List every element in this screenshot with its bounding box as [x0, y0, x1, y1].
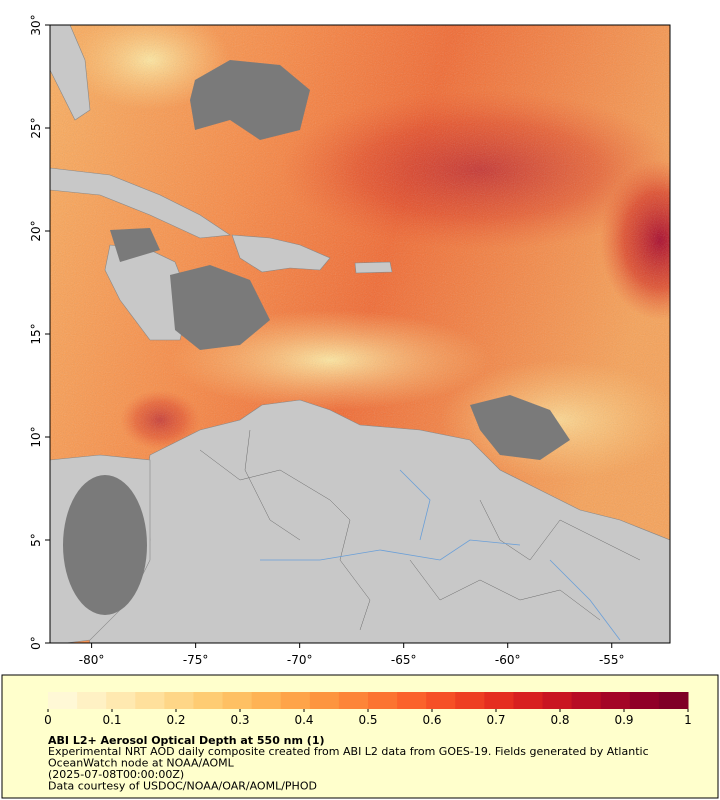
colorbar-tick-label: 0.4: [294, 713, 313, 727]
caption-line: Experimental NRT AOD daily composite cre…: [48, 745, 649, 758]
colorbar-swatch: [455, 692, 485, 709]
colorbar-swatch: [397, 692, 427, 709]
colorbar-tick-label: 0.2: [166, 713, 185, 727]
x-tick-label: -60°: [495, 653, 521, 667]
caption-line: Data courtesy of USDOC/NOAA/OAR/AOML/PHO…: [48, 780, 317, 793]
colorbar-tick-label: 0.6: [422, 713, 441, 727]
colorbar-swatch: [513, 692, 544, 709]
x-tick-label: -70°: [287, 653, 313, 667]
colorbar-swatch: [48, 692, 78, 709]
colorbar-tick-label: 0: [44, 713, 52, 727]
colorbar-swatch: [135, 692, 165, 709]
colorbar-swatch: [600, 692, 631, 709]
colorbar-tick-label: 0.3: [230, 713, 249, 727]
y-tick-label: 5°: [29, 533, 43, 547]
colorbar-swatch: [338, 692, 369, 709]
map-image: [50, 25, 670, 643]
colorbar-swatch: [484, 692, 514, 709]
caption-line: (2025-07-08T00:00:00Z): [48, 768, 184, 781]
colorbar-tick-label: 0.9: [614, 713, 633, 727]
colorbar-swatch: [251, 692, 282, 709]
colorbar-swatch: [309, 692, 340, 709]
colorbar-swatch: [658, 692, 689, 709]
y-tick-label: 0°: [29, 636, 43, 650]
x-tick-label: -75°: [183, 653, 209, 667]
y-tick-label: 30°: [29, 14, 43, 35]
y-tick-label: 20°: [29, 220, 43, 241]
colorbar-swatch: [77, 692, 107, 709]
colorbar-tick-label: 0.8: [550, 713, 569, 727]
colorbar-swatch: [106, 692, 136, 709]
colorbar-swatch: [629, 692, 660, 709]
colorbar-swatch: [164, 692, 194, 709]
colorbar-tick-label: 0.1: [102, 713, 121, 727]
colorbar-swatch: [426, 692, 456, 709]
caption-line: OceanWatch node at NOAA/AOML: [48, 757, 235, 770]
x-tick-label: -65°: [391, 653, 417, 667]
colorbar-swatch: [222, 692, 253, 709]
colorbar-swatch: [280, 692, 311, 709]
y-tick-label: 25°: [29, 117, 43, 138]
y-tick-label: 10°: [29, 426, 43, 447]
colorbar-tick-label: 0.5: [358, 713, 377, 727]
x-tick-label: -80°: [79, 653, 105, 667]
x-tick-label: -55°: [599, 653, 625, 667]
colorbar-swatch: [571, 692, 602, 709]
caption-title: ABI L2+ Aerosol Optical Depth at 550 nm …: [48, 734, 325, 747]
colorbar-swatch: [368, 692, 398, 709]
colorbar-swatch: [193, 692, 224, 709]
colorbar-tick-label: 1: [684, 713, 692, 727]
colorbar-tick-label: 0.7: [486, 713, 505, 727]
colorbar-swatch: [542, 692, 573, 709]
y-tick-label: 15°: [29, 323, 43, 344]
